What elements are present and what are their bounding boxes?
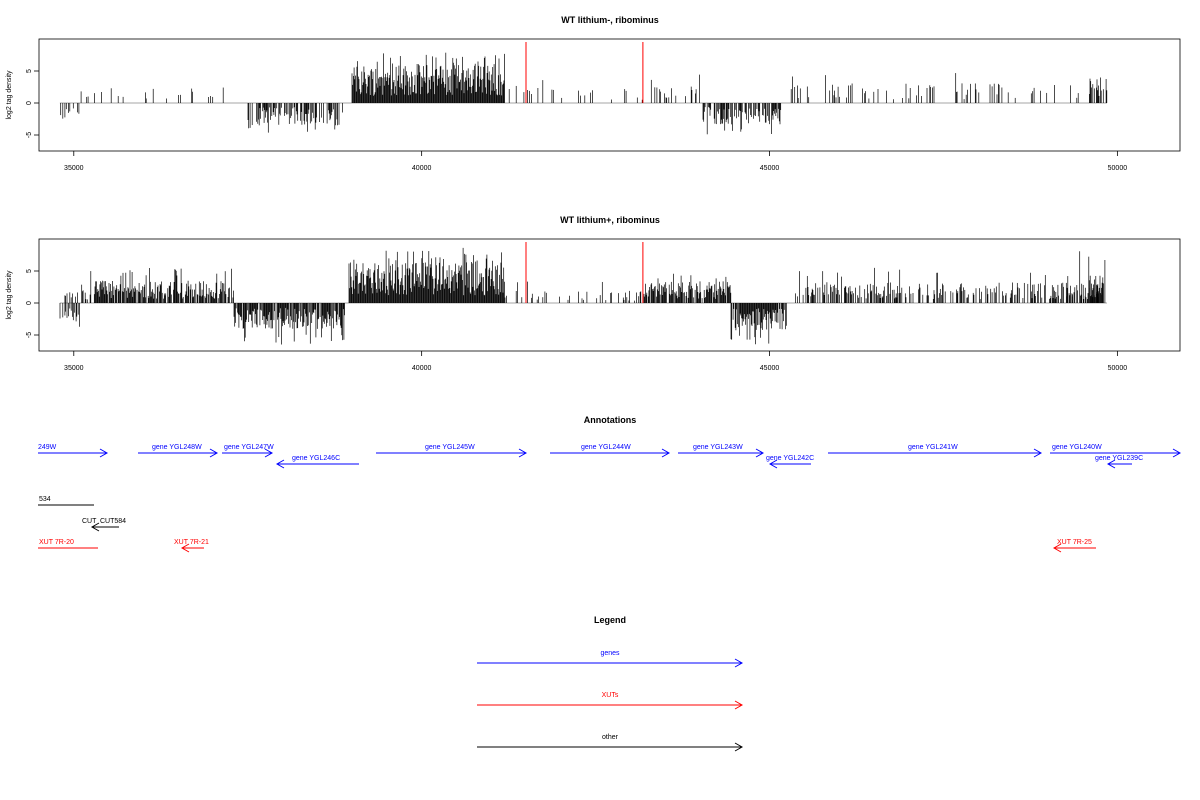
arrowhead-left-icon (1106, 459, 1116, 469)
gene-feature-label: gene YGL245W (425, 444, 475, 451)
y-tick-label: 5 (26, 69, 33, 73)
panel-1-plot-frame (38, 38, 1181, 152)
x-tick-label: 45000 (760, 365, 780, 372)
x-tick-label: 40000 (412, 365, 432, 372)
x-tick-label: 35000 (64, 365, 84, 372)
panel-2-coverage-bars (59, 247, 1107, 345)
x-tick-label: 45000 (760, 165, 780, 172)
arrowhead-right-icon (661, 448, 671, 458)
panel-1-coverage-bars (59, 52, 1108, 135)
arrowhead-right-icon (1172, 448, 1182, 458)
arrowhead-right-icon (99, 448, 109, 458)
gene-feature-label: gene YGL239C (1095, 455, 1143, 462)
arrowhead-right-icon (755, 448, 765, 458)
panel-2-plot-frame (38, 238, 1181, 352)
panel-lithium-plus: WT lithium+, ribominus log2 tag density … (6, 215, 1181, 372)
arrowhead-right-icon (518, 448, 528, 458)
x-tick-label: 40000 (412, 165, 432, 172)
legend-item-label: other (602, 734, 619, 741)
arrowhead-left-icon (90, 522, 100, 532)
legend-items: genes XUTs other (477, 650, 744, 752)
legend: Legend genes XUTs other (477, 615, 744, 752)
panel-1-title: WT lithium-, ribominus (561, 15, 659, 25)
arrowhead-right-icon (734, 700, 744, 710)
arrowhead-left-icon (180, 543, 190, 553)
x-tick-label: 50000 (1108, 365, 1128, 372)
other-feature-label: CUT (82, 518, 97, 525)
panel-1-ylabel: log2 tag density (6, 70, 13, 120)
gene-feature-label: gene YGL248W (152, 444, 202, 451)
y-tick-label: 0 (26, 101, 33, 105)
arrowhead-right-icon (734, 742, 744, 752)
gene-feature-label: gene YGL240W (1052, 444, 1102, 451)
legend-item-label: genes (600, 650, 620, 657)
panel-1-axes: 35000 40000 45000 50000 -5 0 5 (26, 69, 1127, 172)
y-tick-label: 5 (26, 269, 33, 273)
arrowhead-right-icon (734, 658, 744, 668)
gene-feature-label: gene YGL243W (693, 444, 743, 451)
panel-lithium-minus: WT lithium-, ribominus log2 tag density … (6, 15, 1181, 172)
legend-item-label: XUTs (602, 692, 619, 699)
xut-feature-label: XUT 7R-20 (39, 539, 74, 546)
gene-feature-label: gene YGL244W (581, 444, 631, 451)
xut-feature-label: XUT 7R-21 (174, 539, 209, 546)
y-tick-label: -5 (26, 132, 33, 138)
x-tick-label: 35000 (64, 165, 84, 172)
arrowhead-left-icon (768, 459, 778, 469)
other-feature-label: 534 (39, 496, 51, 503)
arrowhead-right-icon (209, 448, 219, 458)
gene-feature-label: 249W (38, 444, 57, 451)
panel-2-ylabel: log2 tag density (6, 270, 13, 320)
y-tick-label: 0 (26, 301, 33, 305)
legend-title: Legend (594, 615, 626, 625)
arrowhead-left-icon (1052, 543, 1062, 553)
panel-1-marker-lines (525, 42, 644, 103)
annotation-features: 249W gene YGL248W gene YGL247W gene YGL246C… (38, 444, 1182, 553)
annotations-title: Annotations (584, 415, 637, 425)
panel-2-marker-lines (525, 242, 644, 303)
other-feature-label: CUT584 (100, 518, 126, 525)
x-tick-label: 50000 (1108, 165, 1128, 172)
arrowhead-right-icon (264, 448, 274, 458)
y-tick-label: -5 (26, 332, 33, 338)
panel-2-title: WT lithium+, ribominus (560, 215, 660, 225)
gene-feature-label: gene YGL247W (224, 444, 274, 451)
gene-feature-label: gene YGL242C (766, 455, 814, 462)
annotations-track: Annotations 249W gene YGL248W gene YGL247W… (38, 415, 1182, 553)
arrowhead-left-icon (275, 459, 285, 469)
panel-2-axes: 35000 40000 45000 50000 -5 0 5 (26, 269, 1127, 372)
gene-feature-label: gene YGL241W (908, 444, 958, 451)
arrowhead-right-icon (1033, 448, 1043, 458)
gene-feature-label: gene YGL246C (292, 455, 340, 462)
xut-feature-label: XUT 7R-25 (1057, 539, 1092, 546)
